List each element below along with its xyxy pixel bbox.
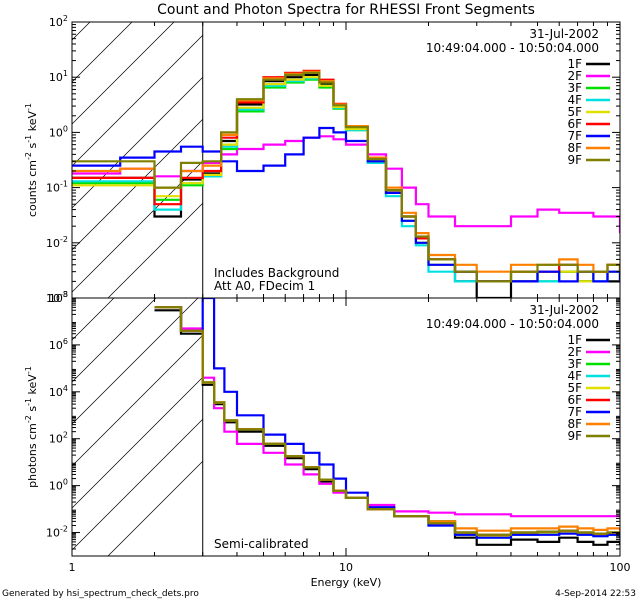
x-tick-label: 100 <box>610 561 631 574</box>
top-legend-label: 8F <box>567 141 582 155</box>
bottom-y-tick-exponent: -2 <box>60 525 68 534</box>
y-label-part: photons cm <box>26 423 39 488</box>
top-y-axis-label: counts cm-2 s-1 keV-1 <box>24 103 39 217</box>
bottom-y-tick-exponent: 8 <box>63 290 68 299</box>
top-date-label: 31-Jul-2002 <box>529 27 599 41</box>
bottom-y-tick-exponent: 0 <box>63 478 68 487</box>
y-label-part: keV <box>26 111 39 135</box>
bottom-legend-label: 4F <box>567 369 582 383</box>
top-legend-label: 2F <box>567 69 582 83</box>
top-y-tick-exponent: 0 <box>63 124 68 133</box>
bottom-legend-label: 3F <box>567 357 582 371</box>
bottom-legend-label: 5F <box>567 381 582 395</box>
x-tick-label: 10 <box>339 561 353 574</box>
top-y-tick-label: 101 <box>49 69 68 84</box>
top-legend-label: 6F <box>567 117 582 131</box>
bottom-series-9F <box>154 306 620 536</box>
top-time-range: 10:49:04.000 - 10:50:04.000 <box>426 41 599 55</box>
top-legend-label: 5F <box>567 105 582 119</box>
top-y-tick-exponent: 2 <box>63 14 68 23</box>
x-tick-label: 1 <box>69 561 76 574</box>
bottom-y-tick-exponent: 6 <box>63 337 68 346</box>
top-legend-label: 3F <box>567 81 582 95</box>
top-y-tick-exponent: -3 <box>60 290 68 299</box>
hatch-line <box>72 22 91 41</box>
top-legend-label: 1F <box>567 57 582 71</box>
hatch-line <box>72 298 241 467</box>
bottom-y-tick-exponent: 4 <box>63 384 68 393</box>
top-y-tick-label: 100 <box>49 124 68 139</box>
top-legend-label: 9F <box>567 153 582 167</box>
bottom-y-tick-label: 10-2 <box>46 525 68 540</box>
top-legend-label: 7F <box>567 129 582 143</box>
y-label-part: -2 <box>24 152 33 160</box>
y-label-part: keV <box>26 374 39 398</box>
bottom-legend-label: 8F <box>567 417 582 431</box>
top-y-tick-exponent: -1 <box>60 180 68 189</box>
top-annotation: Att A0, FDecim 1 <box>214 279 315 293</box>
top-series-2F <box>72 135 620 234</box>
bottom-series-group <box>154 298 620 546</box>
y-label-part: s <box>26 142 39 151</box>
top-series-9F <box>72 71 620 283</box>
footer-generated-by: Generated by hsi_spectrum_check_dets.pro <box>2 589 199 599</box>
top-y-tick-label: 10-1 <box>46 180 68 195</box>
top-annotation: Includes Background <box>214 266 339 280</box>
top-y-tick-label: 102 <box>49 14 68 29</box>
y-label-part: -1 <box>24 398 33 406</box>
hatch-line <box>72 22 133 83</box>
top-legend-label: 4F <box>567 93 582 107</box>
bottom-y-tick-exponent: 2 <box>63 431 68 440</box>
bottom-legend-label: 1F <box>567 333 582 347</box>
bottom-y-axis-label: photons cm-2 s-1 keV-1 <box>24 366 39 488</box>
bottom-y-tick-label: 106 <box>49 337 68 352</box>
hatch-line <box>72 298 157 383</box>
bottom-annotation: Semi-calibrated <box>214 537 309 551</box>
hatch-line <box>72 298 199 425</box>
bottom-legend-label: 2F <box>567 345 582 359</box>
bottom-legend-label: 7F <box>567 405 582 419</box>
y-label-part: -2 <box>24 415 33 423</box>
top-y-tick-exponent: -2 <box>60 235 68 244</box>
y-label-part: -1 <box>24 366 33 374</box>
top-y-tick-exponent: 1 <box>63 69 68 78</box>
bottom-hatch-mask <box>202 298 621 556</box>
bottom-y-tick-label: 100 <box>49 478 68 493</box>
x-axis-label: Energy (keV) <box>311 576 382 589</box>
bottom-y-tick-label: 102 <box>49 431 68 446</box>
bottom-date-label: 31-Jul-2002 <box>529 303 599 317</box>
bottom-legend-label: 9F <box>567 429 582 443</box>
hatch-line <box>72 298 115 341</box>
bottom-y-tick-label: 104 <box>49 384 68 399</box>
top-y-tick-label: 10-2 <box>46 235 68 250</box>
footer-date: 4-Sep-2014 22:53 <box>555 589 636 599</box>
bottom-time-range: 10:49:04.000 - 10:50:04.000 <box>426 317 599 331</box>
y-label-part: -1 <box>24 135 33 143</box>
y-label-part: counts cm <box>26 160 39 217</box>
bottom-legend-label: 6F <box>567 393 582 407</box>
top-hatch-mask <box>202 22 621 298</box>
y-label-part: -1 <box>24 103 33 111</box>
bottom-y-tick-label: 108 <box>49 290 68 305</box>
y-label-part: s <box>26 406 39 415</box>
chart-title: Count and Photon Spectra for RHESSI Fron… <box>157 2 535 18</box>
top-series-group <box>72 69 620 298</box>
hatch-line <box>72 22 217 167</box>
hatch-line <box>72 22 175 125</box>
bottom-series-7F <box>154 298 620 539</box>
